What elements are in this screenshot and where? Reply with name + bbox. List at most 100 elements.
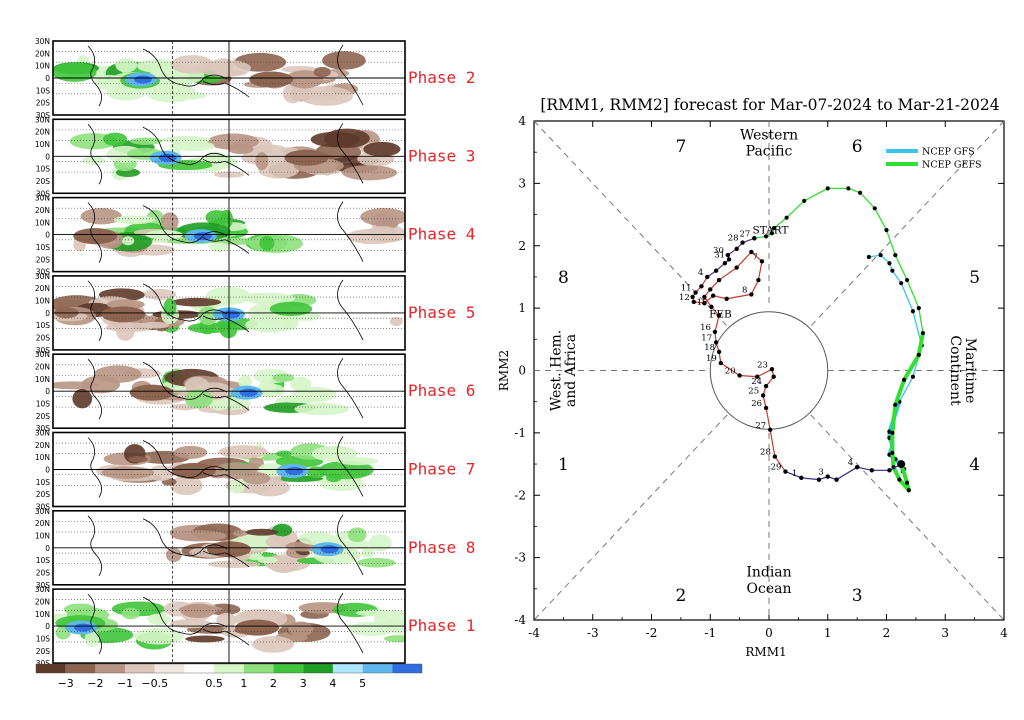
region-label-western-pacific: Pacific [746, 143, 793, 159]
observed-point [693, 290, 698, 295]
latitude-label: 20S [36, 334, 51, 343]
latitude-label: 0 [45, 74, 50, 83]
forecast-point [846, 186, 851, 191]
observed-segment [720, 362, 740, 376]
latitude-label: 0 [45, 231, 50, 240]
observed-point-label: 18 [704, 343, 715, 353]
colorbar-swatch [303, 664, 333, 673]
forecast-point [920, 330, 926, 336]
forecast-segment [898, 376, 914, 403]
latitude-label: 20N [35, 128, 50, 137]
latitude-label: 20S [36, 177, 51, 186]
observed-segment [714, 315, 720, 332]
observed-point [763, 383, 769, 389]
observed-point [713, 340, 719, 345]
y-tick-label: 3 [518, 176, 526, 190]
observed-segment [785, 470, 802, 479]
observed-segment [757, 261, 763, 281]
forecast-point [872, 206, 877, 211]
region-label-west-hem: and Africa [563, 334, 579, 407]
observed-point-label: 17 [701, 333, 712, 343]
observed-segment [750, 251, 763, 262]
observed-point-label: 11 [681, 284, 692, 294]
forecast-point [893, 402, 898, 407]
observed-point [763, 405, 769, 411]
latitude-label: 20N [35, 49, 50, 58]
phase-number: 2 [675, 586, 686, 606]
observed-point [771, 374, 776, 379]
observed-segment [726, 293, 752, 300]
observed-point-label: 28 [728, 234, 739, 244]
phase-label: Phase 1 [408, 616, 475, 635]
colorbar-tick-label: −0.5 [141, 677, 168, 690]
region-label-maritime: Maritime [962, 338, 978, 404]
forecast-segment [906, 279, 920, 309]
observed-point [713, 268, 719, 273]
y-axis-label: RMM2 [497, 350, 511, 391]
mjo-composite-maps: 30N 20N 10N 0 10S 20S 30S Phase 2 30N 20N 10N 0 10S 2… [35, 37, 476, 690]
colorbar-tick-label: 4 [329, 677, 336, 690]
phase-number: 5 [969, 268, 980, 288]
phase-divider [810, 120, 1005, 327]
x-tick-label: -1 [704, 626, 716, 640]
forecast-segment [891, 270, 902, 284]
observed-point [854, 464, 860, 470]
legend-label: NCEP GFS [922, 147, 975, 158]
observed-point [816, 477, 822, 482]
latitude-label: 30N [35, 350, 50, 359]
phase-map-panel: 30N 20N 10N 0 10S 20S 30S Phase 8 [35, 507, 476, 590]
observed-point-label: 1 [792, 469, 797, 479]
y-tick-label: -1 [514, 426, 526, 440]
observed-segment [739, 374, 758, 378]
phase-number: 1 [558, 455, 569, 475]
forecast-segment [897, 477, 911, 493]
observed-segment [774, 456, 786, 472]
latitude-label: 20S [36, 99, 51, 108]
latitude-label: 0 [45, 466, 50, 475]
forecast-point [866, 254, 871, 260]
observed-point-label: 16 [700, 323, 711, 333]
observed-point-label: 4 [698, 268, 703, 278]
colorbar-tick-label: −3 [58, 677, 74, 690]
colorbar-swatch [65, 664, 96, 673]
region-label-indian-ocean: Ocean [747, 581, 792, 597]
latitude-label: 20N [35, 597, 50, 606]
observed-point [825, 474, 830, 479]
y-tick-label: 0 [518, 364, 526, 378]
observed-point-label: 24 [751, 377, 762, 387]
observed-point [869, 468, 875, 473]
phase-map-panel: 30N 20N 10N 0 10S 20S 30S Phase 3 [35, 115, 476, 198]
latitude-label: 10N [35, 531, 50, 540]
forecast-segment [918, 307, 924, 334]
latitude-label: 20N [35, 363, 50, 372]
forecast-point [893, 253, 898, 258]
colorbar-swatch [36, 664, 66, 673]
observed-point-label: 25 [748, 386, 759, 396]
latitude-label: 10S [36, 86, 51, 95]
colorbar-swatch [154, 664, 185, 673]
x-tick-label: -2 [646, 626, 658, 640]
colorbar: −3 −2 −1 −0.5 0.5 1 2 3 4 5 [35, 663, 423, 690]
forecast-point [784, 215, 789, 220]
latitude-label: 30S [36, 503, 51, 512]
forecast-point [769, 231, 775, 236]
forecast-point [878, 253, 883, 258]
colorbar-swatch [332, 664, 363, 673]
forecast-segment [885, 229, 896, 256]
latitude-label: 10S [36, 243, 51, 252]
observed-point-label: 4 [848, 458, 853, 468]
latitude-label: 10N [35, 610, 50, 619]
phase-number: 4 [969, 455, 980, 475]
forecast-point [771, 226, 776, 231]
latitude-label: 0 [45, 152, 50, 161]
observed-point [767, 427, 773, 432]
legend: NCEP GFS NCEP GEFS [886, 147, 982, 171]
forecast-segment [902, 352, 921, 382]
x-tick-label: -3 [587, 626, 599, 640]
observed-point [756, 277, 761, 283]
observed-point [783, 469, 788, 474]
phase-map-panel: 30N 20N 10N 0 10S 20S 30S Phase 5 [35, 272, 476, 355]
colorbar-tick-label: −1 [117, 677, 133, 690]
latitude-label: 10N [35, 297, 50, 306]
latitude-label: 10S [36, 165, 51, 174]
